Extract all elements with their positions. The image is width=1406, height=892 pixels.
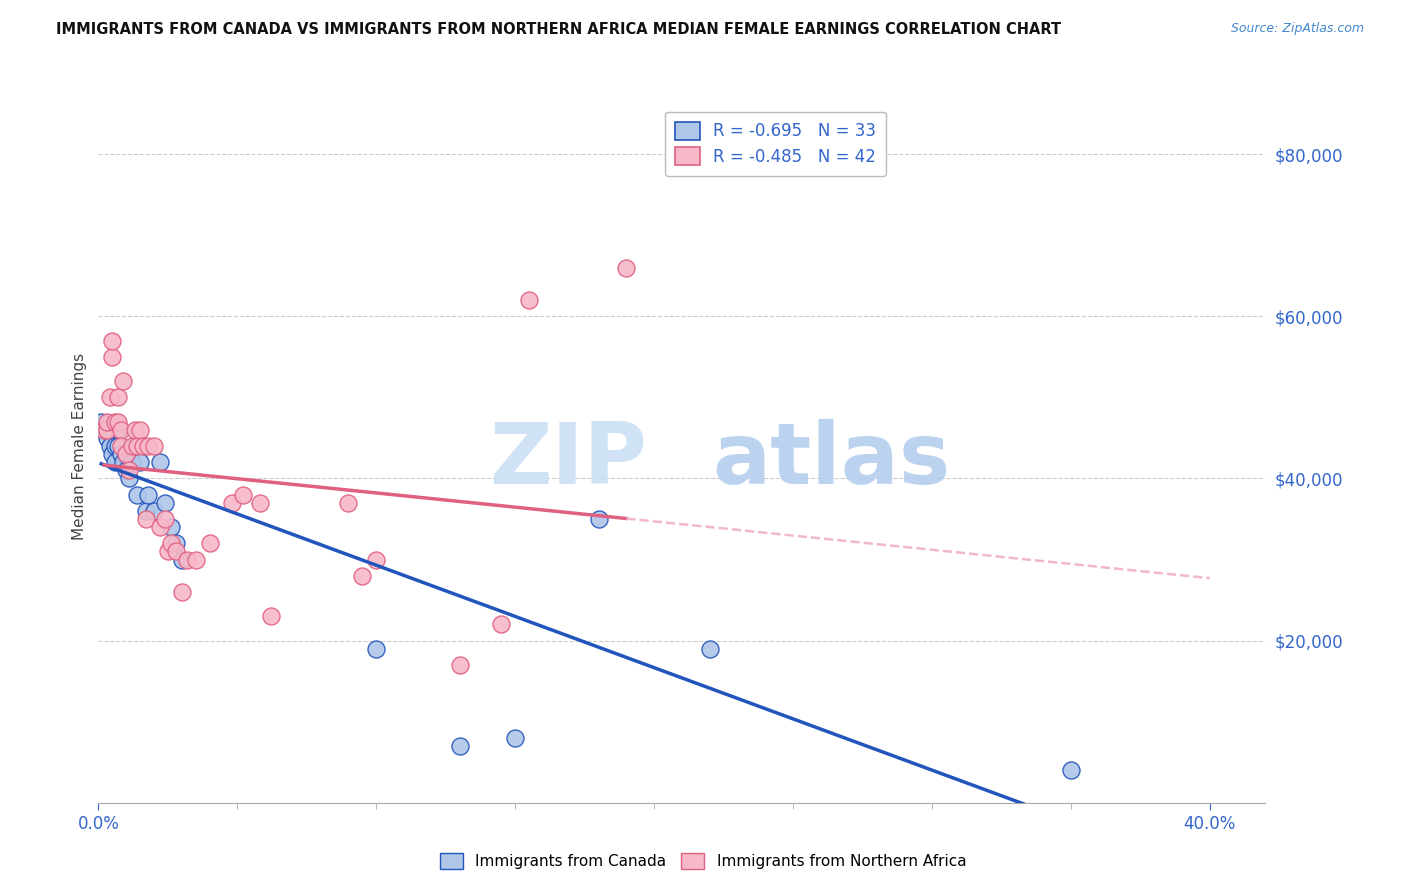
Point bbox=[127, 488, 149, 502]
Text: atlas: atlas bbox=[711, 418, 950, 502]
Point bbox=[93, 423, 115, 437]
Point bbox=[132, 439, 155, 453]
Point bbox=[153, 496, 176, 510]
Point bbox=[121, 455, 143, 469]
Point bbox=[138, 439, 160, 453]
Point bbox=[110, 439, 132, 453]
Point bbox=[184, 552, 207, 566]
Point bbox=[121, 439, 143, 453]
Point bbox=[107, 439, 129, 453]
Point bbox=[101, 423, 124, 437]
Point bbox=[112, 374, 135, 388]
Point bbox=[1060, 764, 1083, 778]
Point bbox=[98, 439, 121, 453]
Point bbox=[337, 496, 360, 510]
Point bbox=[104, 415, 127, 429]
Point bbox=[449, 739, 471, 753]
Point bbox=[260, 609, 283, 624]
Point bbox=[115, 447, 138, 461]
Point bbox=[115, 447, 138, 461]
Point bbox=[110, 447, 132, 461]
Point bbox=[107, 390, 129, 404]
Point bbox=[118, 463, 141, 477]
Point bbox=[170, 585, 193, 599]
Point bbox=[96, 431, 118, 445]
Point bbox=[148, 520, 170, 534]
Text: IMMIGRANTS FROM CANADA VS IMMIGRANTS FROM NORTHERN AFRICA MEDIAN FEMALE EARNINGS: IMMIGRANTS FROM CANADA VS IMMIGRANTS FRO… bbox=[56, 22, 1062, 37]
Point bbox=[176, 552, 198, 566]
Point bbox=[110, 423, 132, 437]
Point bbox=[96, 423, 118, 437]
Point bbox=[124, 439, 146, 453]
Point bbox=[124, 423, 146, 437]
Point bbox=[101, 447, 124, 461]
Point bbox=[98, 390, 121, 404]
Point bbox=[249, 496, 271, 510]
Point bbox=[165, 536, 187, 550]
Point bbox=[135, 504, 157, 518]
Point bbox=[143, 439, 166, 453]
Point bbox=[127, 439, 149, 453]
Point bbox=[614, 260, 637, 275]
Text: ZIP: ZIP bbox=[489, 418, 647, 502]
Point bbox=[107, 423, 129, 437]
Point bbox=[699, 641, 721, 656]
Point bbox=[366, 552, 388, 566]
Legend: R = -0.695   N = 33, R = -0.485   N = 42: R = -0.695 N = 33, R = -0.485 N = 42 bbox=[665, 112, 886, 176]
Point bbox=[221, 496, 243, 510]
Point bbox=[138, 488, 160, 502]
Point bbox=[170, 552, 193, 566]
Point bbox=[104, 455, 127, 469]
Point bbox=[101, 350, 124, 364]
Point bbox=[112, 455, 135, 469]
Point bbox=[165, 544, 187, 558]
Point bbox=[517, 293, 540, 307]
Point bbox=[129, 423, 152, 437]
Point bbox=[352, 568, 374, 582]
Y-axis label: Median Female Earnings: Median Female Earnings bbox=[72, 352, 87, 540]
Point bbox=[118, 471, 141, 485]
Point bbox=[143, 504, 166, 518]
Point bbox=[159, 536, 181, 550]
Point bbox=[129, 455, 152, 469]
Point bbox=[101, 334, 124, 348]
Point bbox=[153, 512, 176, 526]
Point bbox=[159, 520, 181, 534]
Text: Source: ZipAtlas.com: Source: ZipAtlas.com bbox=[1230, 22, 1364, 36]
Point bbox=[107, 415, 129, 429]
Point bbox=[232, 488, 254, 502]
Point bbox=[93, 423, 115, 437]
Point bbox=[198, 536, 221, 550]
Legend: Immigrants from Canada, Immigrants from Northern Africa: Immigrants from Canada, Immigrants from … bbox=[433, 847, 973, 875]
Point bbox=[90, 415, 112, 429]
Point bbox=[503, 731, 526, 745]
Point bbox=[491, 617, 513, 632]
Point bbox=[148, 455, 170, 469]
Point bbox=[115, 463, 138, 477]
Point bbox=[588, 512, 610, 526]
Point bbox=[135, 512, 157, 526]
Point bbox=[104, 439, 127, 453]
Point bbox=[366, 641, 388, 656]
Point bbox=[156, 544, 179, 558]
Point bbox=[449, 657, 471, 672]
Point bbox=[96, 415, 118, 429]
